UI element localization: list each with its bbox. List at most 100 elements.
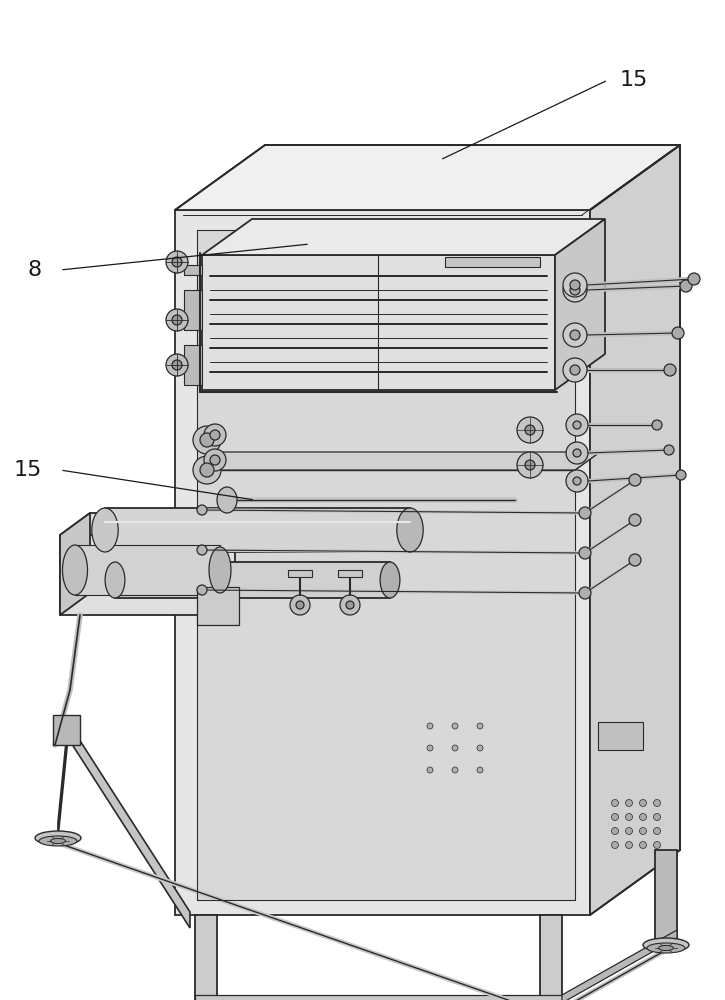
Circle shape	[639, 814, 647, 820]
Polygon shape	[184, 345, 202, 385]
Circle shape	[629, 474, 641, 486]
Polygon shape	[53, 715, 80, 745]
Ellipse shape	[35, 831, 81, 845]
Circle shape	[525, 460, 535, 470]
Circle shape	[172, 360, 182, 370]
Text: 8: 8	[28, 260, 42, 280]
Circle shape	[563, 323, 587, 347]
Circle shape	[452, 745, 458, 751]
Circle shape	[570, 280, 580, 290]
Polygon shape	[58, 722, 68, 838]
Polygon shape	[655, 850, 677, 940]
Circle shape	[652, 420, 662, 430]
Circle shape	[296, 601, 304, 609]
Circle shape	[563, 278, 587, 302]
Polygon shape	[197, 230, 575, 900]
Polygon shape	[540, 915, 562, 1000]
Polygon shape	[562, 930, 677, 1000]
Ellipse shape	[92, 508, 118, 552]
Polygon shape	[197, 452, 600, 470]
Circle shape	[611, 800, 618, 806]
Circle shape	[197, 585, 207, 595]
Circle shape	[653, 800, 660, 806]
Circle shape	[172, 257, 182, 267]
Circle shape	[626, 828, 632, 834]
Circle shape	[626, 814, 632, 820]
Circle shape	[688, 273, 700, 285]
Circle shape	[680, 280, 692, 292]
Polygon shape	[60, 513, 265, 535]
Circle shape	[427, 767, 433, 773]
Polygon shape	[202, 219, 605, 255]
Circle shape	[579, 547, 591, 559]
Polygon shape	[175, 210, 590, 915]
Ellipse shape	[209, 547, 231, 593]
Polygon shape	[445, 257, 540, 267]
Polygon shape	[75, 545, 220, 595]
Polygon shape	[115, 562, 390, 598]
Polygon shape	[60, 513, 90, 615]
Ellipse shape	[62, 545, 88, 595]
Polygon shape	[288, 570, 312, 577]
Circle shape	[566, 414, 588, 436]
Polygon shape	[175, 145, 680, 210]
Ellipse shape	[658, 946, 674, 950]
Circle shape	[427, 723, 433, 729]
Ellipse shape	[397, 508, 423, 552]
Circle shape	[579, 507, 591, 519]
Circle shape	[563, 273, 587, 297]
Circle shape	[166, 251, 188, 273]
Ellipse shape	[210, 455, 220, 465]
Circle shape	[563, 358, 587, 382]
Circle shape	[517, 452, 543, 478]
Ellipse shape	[193, 456, 221, 484]
Ellipse shape	[204, 424, 226, 446]
Circle shape	[477, 723, 483, 729]
Circle shape	[629, 514, 641, 526]
Ellipse shape	[217, 487, 237, 513]
Circle shape	[573, 477, 581, 485]
Circle shape	[639, 842, 647, 848]
Circle shape	[566, 442, 588, 464]
Circle shape	[172, 315, 182, 325]
Circle shape	[653, 828, 660, 834]
Circle shape	[477, 767, 483, 773]
Circle shape	[570, 285, 580, 295]
Circle shape	[672, 327, 684, 339]
Circle shape	[664, 364, 676, 376]
Polygon shape	[195, 995, 562, 1000]
Circle shape	[653, 814, 660, 820]
Circle shape	[570, 365, 580, 375]
Circle shape	[639, 828, 647, 834]
Circle shape	[197, 505, 207, 515]
Circle shape	[626, 842, 632, 848]
Ellipse shape	[200, 433, 214, 447]
Ellipse shape	[210, 430, 220, 440]
Ellipse shape	[204, 449, 226, 471]
Polygon shape	[598, 722, 643, 750]
Circle shape	[566, 470, 588, 492]
Circle shape	[197, 545, 207, 555]
Circle shape	[664, 445, 674, 455]
Circle shape	[346, 601, 354, 609]
Polygon shape	[68, 722, 190, 928]
Circle shape	[166, 354, 188, 376]
Text: 15: 15	[620, 70, 648, 90]
Ellipse shape	[380, 562, 400, 598]
Polygon shape	[590, 145, 680, 915]
Ellipse shape	[200, 463, 214, 477]
Circle shape	[340, 595, 360, 615]
Circle shape	[525, 425, 535, 435]
Ellipse shape	[51, 838, 65, 844]
Ellipse shape	[193, 426, 221, 454]
Polygon shape	[184, 265, 202, 275]
Polygon shape	[195, 915, 217, 1000]
Circle shape	[517, 417, 543, 443]
Circle shape	[639, 800, 647, 806]
Circle shape	[452, 767, 458, 773]
Ellipse shape	[105, 562, 125, 598]
Circle shape	[570, 330, 580, 340]
Ellipse shape	[643, 938, 689, 952]
Text: 15: 15	[14, 460, 42, 480]
Circle shape	[626, 800, 632, 806]
